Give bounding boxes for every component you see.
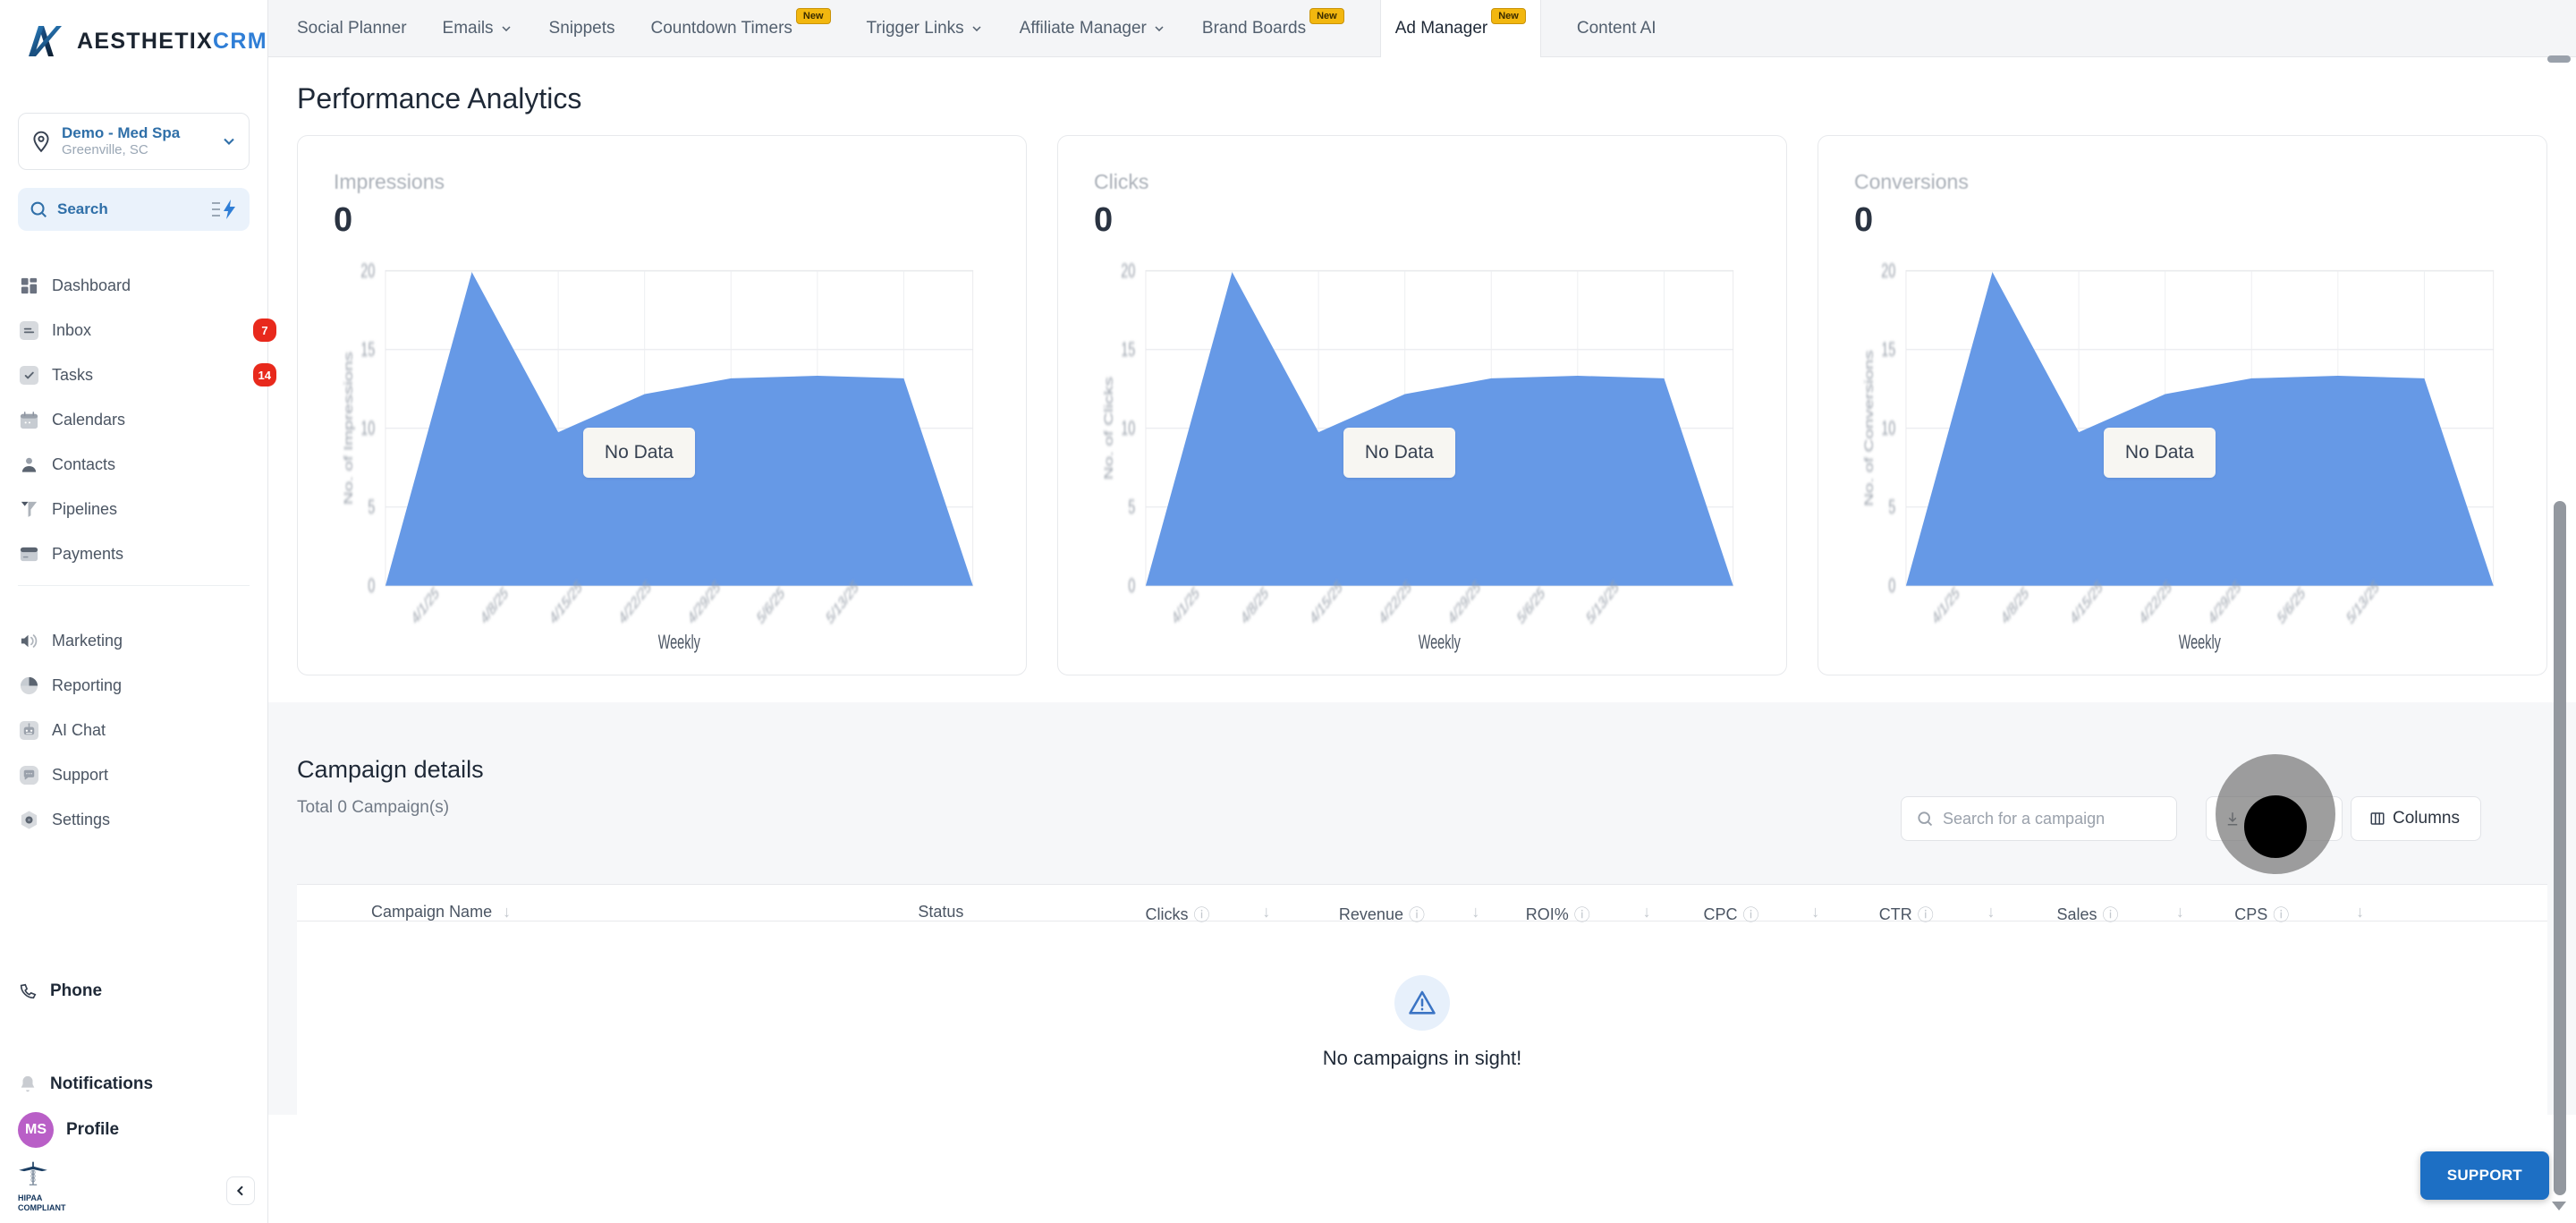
- svg-text:4/1/25: 4/1/25: [410, 583, 442, 628]
- svg-text:20: 20: [1881, 259, 1895, 282]
- svg-text:10: 10: [1881, 417, 1895, 439]
- svg-text:15: 15: [1881, 338, 1895, 361]
- svg-text:4/8/25: 4/8/25: [1239, 583, 1271, 628]
- svg-text:No. of Conversions: No. of Conversions: [1862, 350, 1877, 506]
- svg-text:20: 20: [360, 259, 375, 282]
- svg-text:0: 0: [1888, 574, 1895, 597]
- svg-text:No. of Impressions: No. of Impressions: [342, 352, 356, 505]
- svg-text:Weekly: Weekly: [1419, 631, 1462, 653]
- svg-text:Weekly: Weekly: [2179, 631, 2222, 653]
- svg-text:4/8/25: 4/8/25: [479, 583, 511, 628]
- svg-text:4/8/25: 4/8/25: [1999, 583, 2031, 628]
- svg-text:5: 5: [368, 496, 375, 518]
- svg-text:20: 20: [1121, 259, 1135, 282]
- svg-text:5: 5: [1888, 496, 1895, 518]
- svg-text:Weekly: Weekly: [658, 631, 701, 653]
- svg-text:0: 0: [1128, 574, 1135, 597]
- svg-text:4/1/25: 4/1/25: [1930, 583, 1962, 628]
- svg-text:0: 0: [368, 574, 375, 597]
- svg-text:5/6/25: 5/6/25: [755, 583, 787, 628]
- svg-text:5: 5: [1128, 496, 1135, 518]
- svg-text:5/6/25: 5/6/25: [1515, 583, 1547, 628]
- svg-text:15: 15: [1121, 338, 1135, 361]
- svg-text:5/6/25: 5/6/25: [2275, 583, 2308, 628]
- svg-text:No. of Clicks: No. of Clicks: [1102, 377, 1116, 480]
- svg-text:15: 15: [360, 338, 375, 361]
- svg-text:10: 10: [360, 417, 375, 439]
- svg-text:10: 10: [1121, 417, 1135, 439]
- svg-text:4/1/25: 4/1/25: [1170, 583, 1202, 628]
